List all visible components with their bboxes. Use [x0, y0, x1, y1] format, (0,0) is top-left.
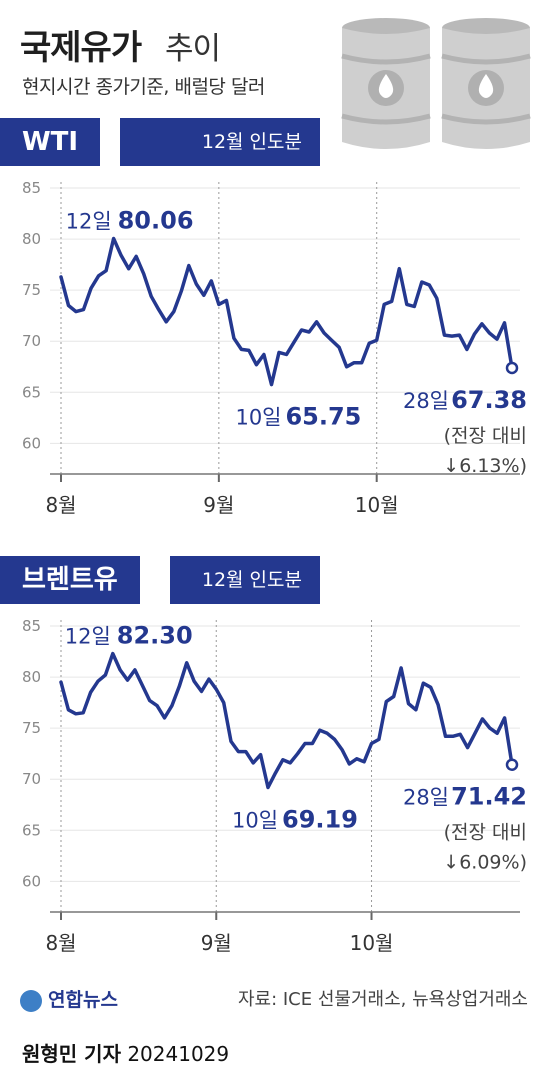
- high-value-label: 82.30: [117, 622, 193, 650]
- last-point-marker: [505, 361, 519, 375]
- page-subtitle: 현지시간 종가기준, 배럴당 달러: [22, 76, 265, 98]
- page-title: 국제유가: [20, 28, 142, 68]
- last-value-label: 71.42: [451, 783, 527, 811]
- brent-chart: 85 80 75 70 65 60 8월 9월 10월 12일 82.30 10일 69.19 71.42…: [22, 617, 527, 955]
- reporter-date: 20241029: [127, 1042, 230, 1066]
- price-line: [59, 236, 514, 387]
- change-caption: (전장 대비: [444, 822, 527, 844]
- x-tick-label: 9월: [203, 493, 234, 517]
- y-tick-label: 80: [22, 230, 41, 248]
- y-tick-label: 75: [22, 719, 41, 737]
- oil-barrel-icon: [441, 18, 531, 149]
- logo-text: 연합뉴스: [48, 989, 118, 1011]
- y-tick-label: 60: [22, 434, 41, 452]
- y-tick-label: 75: [22, 281, 41, 299]
- yonhap-logo-icon: [20, 989, 42, 1012]
- y-tick-label: 80: [22, 668, 41, 686]
- reporter-credit: 원형민 기자 20241029: [22, 1038, 229, 1067]
- change-percent: ↓6.13%): [443, 455, 527, 477]
- last-day-label: 28일: [403, 786, 449, 810]
- wti-delivery-note: 12월 인도분: [120, 118, 320, 166]
- brent-header: 브렌트유 12월 인도분: [0, 556, 320, 604]
- oil-barrel-icon: [341, 18, 431, 149]
- source-credit: 자료: ICE 선물거래소, 뉴욕상업거래소: [237, 989, 528, 1010]
- last-point-marker: [505, 758, 519, 771]
- yonhap-logo: 연합뉴스: [20, 985, 118, 1012]
- wti-label: WTI: [0, 118, 101, 166]
- y-tick-label: 85: [22, 617, 41, 635]
- y-tick-label: 60: [22, 872, 41, 890]
- y-tick-label: 70: [22, 770, 41, 788]
- wti-header: WTI 12월 인도분: [0, 118, 320, 166]
- brent-delivery-note: 12월 인도분: [170, 556, 320, 604]
- x-tick-label: 9월: [201, 931, 232, 955]
- x-tick-label: 10월: [350, 931, 394, 955]
- low-value-label: 69.19: [282, 805, 358, 833]
- price-line: [59, 651, 514, 790]
- y-tick-label: 85: [22, 179, 41, 197]
- page-title-suffix: 추이: [165, 31, 221, 67]
- low-value-label: 65.75: [285, 403, 361, 431]
- x-tick-label: 10월: [355, 493, 399, 517]
- x-tick-label: 8월: [45, 931, 76, 955]
- last-day-label: 28일: [403, 389, 449, 413]
- y-tick-label: 65: [22, 821, 41, 839]
- high-day-label: 12일: [66, 209, 112, 233]
- high-value-label: 80.06: [118, 206, 194, 234]
- brent-label: 브렌트유: [0, 556, 140, 604]
- high-day-label: 12일: [65, 625, 111, 649]
- low-day-label: 10일: [232, 808, 278, 832]
- x-tick-label: 8월: [45, 493, 76, 517]
- wti-chart: 85 80 75 70 65 60 8월 9월 10월 12일 80.06 10일 65.75 67.38…: [22, 179, 527, 517]
- last-value-label: 67.38: [451, 386, 527, 414]
- change-caption: (전장 대비: [444, 425, 527, 447]
- y-tick-label: 65: [22, 383, 41, 401]
- change-percent: ↓6.09%): [443, 852, 527, 874]
- low-day-label: 10일: [235, 406, 281, 430]
- reporter-name: 원형민 기자: [22, 1042, 121, 1066]
- y-tick-label: 70: [22, 332, 41, 350]
